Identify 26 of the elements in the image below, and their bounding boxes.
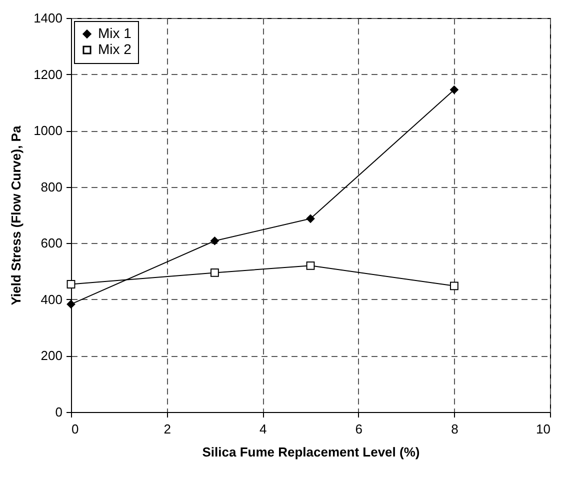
legend-label: Mix 2 — [98, 41, 132, 57]
x-tick-label: 10 — [536, 422, 550, 436]
y-tick-label: 1200 — [34, 66, 62, 82]
y-tick-label: 800 — [40, 179, 62, 194]
x-axis-title: Silica Fume Replacement Level (%) — [202, 444, 420, 460]
point — [306, 214, 315, 223]
legend-label: Mix 1 — [98, 25, 132, 41]
point — [450, 282, 458, 290]
y-tick-label: 600 — [40, 236, 62, 251]
x-tick-label: 6 — [355, 422, 363, 436]
x-tick-label: 2 — [164, 422, 171, 436]
y-tick-label: 200 — [40, 348, 62, 364]
y-tick-label: 1400 — [34, 10, 62, 26]
x-tick-label: 8 — [451, 422, 458, 436]
point — [66, 280, 76, 288]
y-tick-label: 400 — [40, 292, 62, 307]
point — [450, 86, 458, 94]
y-axis-title: Yield Stress (Flow Curve), Pa — [8, 125, 24, 306]
y-tick-label: 0 — [55, 404, 62, 420]
point — [210, 236, 219, 246]
point — [306, 261, 315, 270]
point — [210, 268, 219, 277]
y-tick-label: 1000 — [34, 123, 62, 138]
x-tick-label: 0 — [72, 422, 79, 436]
x-tick-label: 4 — [259, 422, 267, 436]
point — [66, 300, 76, 308]
